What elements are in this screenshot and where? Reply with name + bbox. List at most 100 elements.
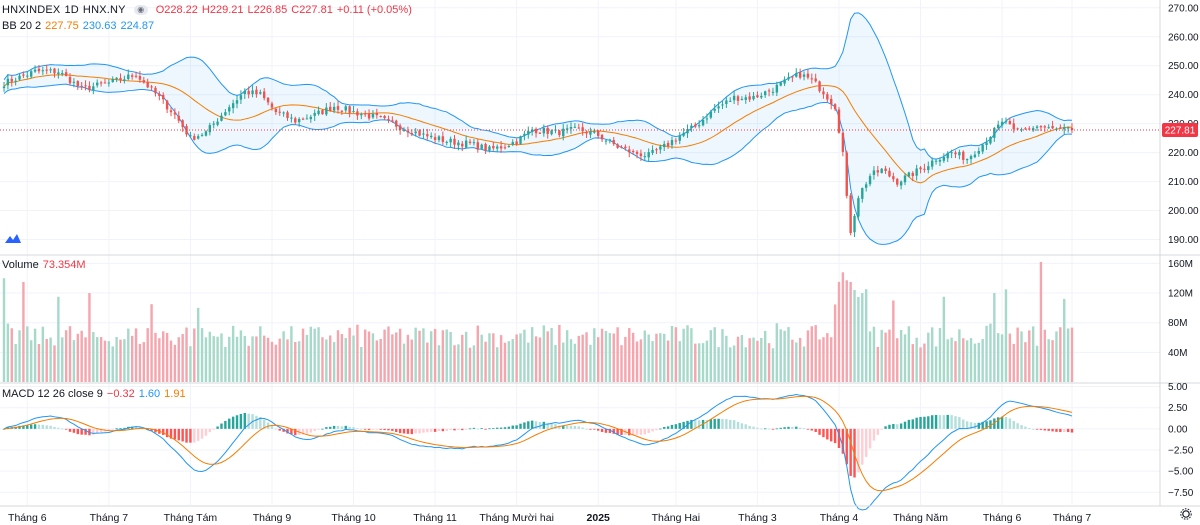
macd-histogram-bar xyxy=(499,427,503,429)
volume-bar xyxy=(678,341,681,382)
candle-body xyxy=(53,68,56,74)
volume-bar xyxy=(651,341,654,382)
candle-body xyxy=(356,111,359,116)
volume-bar xyxy=(884,332,887,382)
macd-histogram-bar xyxy=(655,428,658,431)
candle-body xyxy=(511,142,514,145)
volume-bar xyxy=(332,342,336,382)
volume-bar xyxy=(68,326,72,382)
symbol-name[interactable]: HNXINDEX xyxy=(2,4,61,16)
macd-histogram-bar xyxy=(371,428,375,430)
volume-bar xyxy=(647,334,650,382)
macd-histogram-bar xyxy=(282,428,285,432)
candle-body xyxy=(896,179,899,185)
volume-bar xyxy=(997,333,1000,382)
volume-bar xyxy=(80,330,83,382)
macd-histogram-bar xyxy=(814,428,817,432)
candle-body xyxy=(899,181,903,186)
volume-bar xyxy=(189,346,192,382)
candle-body xyxy=(294,118,297,123)
candle-body xyxy=(200,134,204,136)
x-tick-label: Tháng 7 xyxy=(1053,512,1092,524)
macd-histogram-bar xyxy=(387,428,390,431)
candle-body xyxy=(290,117,293,119)
macd-histogram-bar xyxy=(84,428,87,435)
macd-histogram-bar xyxy=(196,428,200,441)
macd-histogram-bar xyxy=(185,428,188,443)
volume-bar xyxy=(422,328,425,382)
candle-body xyxy=(367,113,371,119)
settings-gear-icon[interactable] xyxy=(1180,508,1192,520)
x-tick-label: Tháng Hai xyxy=(652,512,700,524)
macd-histogram-bar xyxy=(418,428,421,434)
macd-histogram-bar xyxy=(457,428,460,430)
candle-body xyxy=(565,128,569,130)
candle-body xyxy=(10,78,13,82)
volume-bar xyxy=(864,289,868,382)
macd-histogram-bar xyxy=(259,417,262,429)
volume-bar xyxy=(1000,334,1004,382)
candle-body xyxy=(530,129,534,132)
macd-histogram-bar xyxy=(1070,428,1074,433)
volume-bar xyxy=(565,330,569,382)
volume-bar xyxy=(608,333,612,382)
macd-histogram-bar xyxy=(822,428,825,438)
price-tick-label: 190.00 xyxy=(1168,235,1199,246)
candle-body xyxy=(1020,129,1023,131)
volume-name: Volume xyxy=(2,259,39,271)
volume-bar xyxy=(1031,326,1035,382)
volume-legend[interactable]: Volume 73.354M xyxy=(2,259,86,271)
bb-basis-value: 227.75 xyxy=(45,20,79,32)
volume-bar xyxy=(938,327,942,382)
macd-histogram-bar xyxy=(336,425,340,429)
candle-body xyxy=(146,82,149,88)
macd-histogram-bar xyxy=(604,428,608,433)
volume-bar xyxy=(22,281,25,382)
volume-bar xyxy=(492,333,495,382)
volume-bar xyxy=(391,334,394,382)
x-tick-label: 2025 xyxy=(587,512,611,524)
candle-body xyxy=(523,133,526,136)
visibility-eye-icon[interactable]: ◉ xyxy=(133,5,148,15)
macd-histogram-bar xyxy=(61,428,64,430)
macd-histogram-bar xyxy=(725,419,728,429)
bb-legend[interactable]: BB 20 2 227.75 230.63 224.87 xyxy=(2,20,154,32)
volume-bar xyxy=(398,328,402,382)
macd-histogram-bar xyxy=(713,418,716,429)
volume-tick-label: 80M xyxy=(1168,318,1187,329)
candle-body xyxy=(1039,125,1043,128)
volume-bar xyxy=(515,334,518,382)
macd-histogram-bar xyxy=(1031,428,1035,430)
volume-bar xyxy=(259,326,262,382)
candle-body xyxy=(484,144,487,151)
candle-body xyxy=(911,172,914,177)
candle-body xyxy=(853,215,856,233)
volume-bar xyxy=(290,326,293,382)
candle-body xyxy=(981,144,984,152)
x-tick-label: Tháng 9 xyxy=(253,512,292,524)
candle-body xyxy=(542,127,546,134)
macd-histogram-bar xyxy=(721,419,724,429)
tradingview-logo-icon[interactable] xyxy=(4,232,22,244)
volume-bar xyxy=(643,330,647,382)
candle-body xyxy=(771,91,775,93)
bb-name: BB 20 2 xyxy=(2,20,42,32)
macd-legend[interactable]: MACD 12 26 close 9 −0.32 1.60 1.91 xyxy=(2,388,186,400)
volume-bar xyxy=(224,346,227,382)
price-tick-label: 220.00 xyxy=(1168,148,1199,159)
candle-body xyxy=(736,96,740,101)
candle-body xyxy=(907,172,911,177)
volume-bar xyxy=(740,335,744,382)
candle-body xyxy=(519,136,522,144)
volume-bar xyxy=(639,339,643,382)
interval-label[interactable]: 1D xyxy=(64,4,79,16)
macd-name: MACD 12 26 close 9 xyxy=(2,388,103,400)
volume-bar xyxy=(1028,330,1031,382)
candle-body xyxy=(655,149,658,151)
macd-histogram-bar xyxy=(775,428,779,430)
macd-histogram-bar xyxy=(461,428,464,431)
macd-histogram-bar xyxy=(309,428,313,433)
macd-histogram-bar xyxy=(810,428,814,431)
macd-histogram-bar xyxy=(596,428,600,431)
